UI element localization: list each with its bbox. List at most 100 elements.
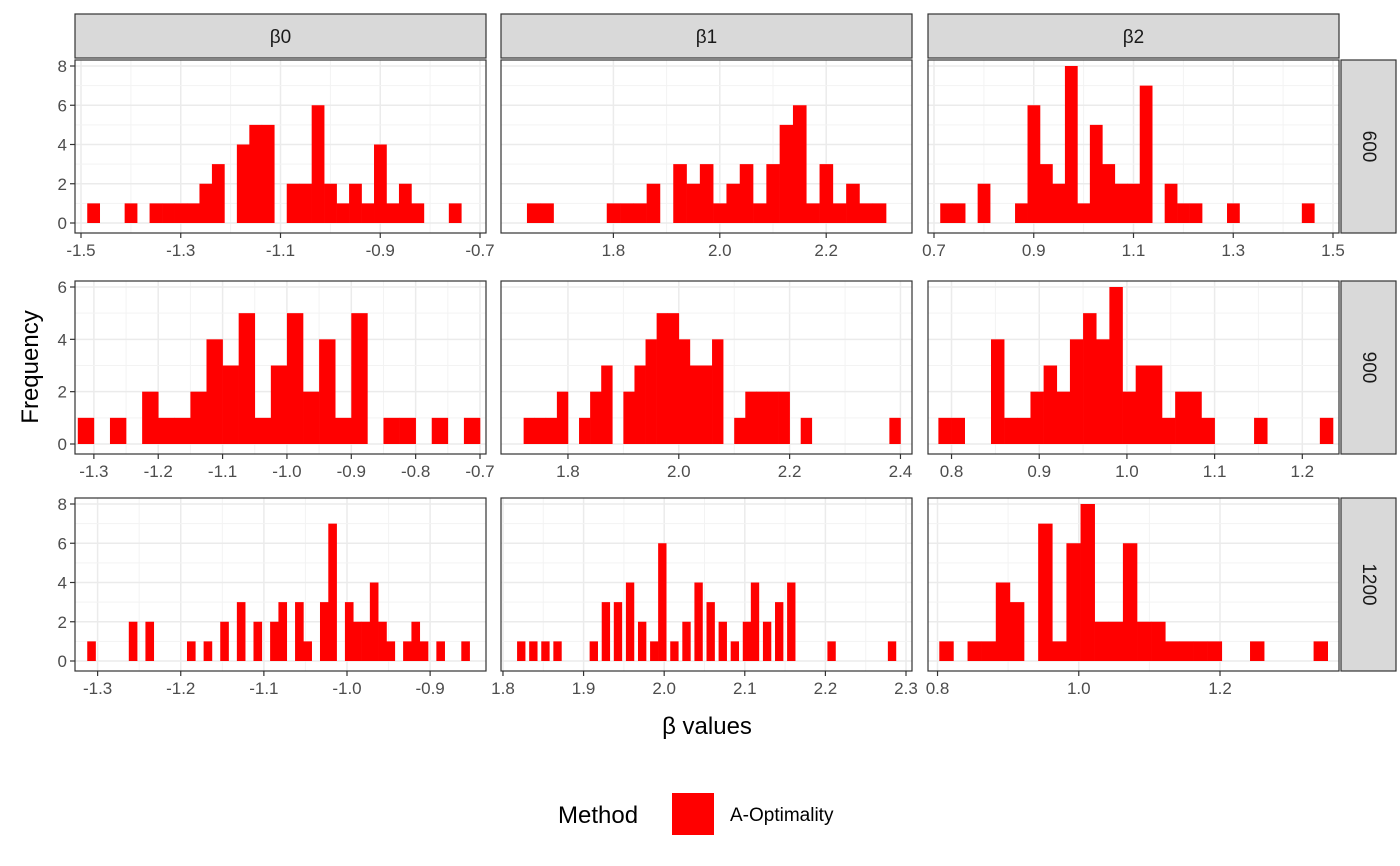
histogram-bar — [211, 164, 225, 223]
histogram-bar — [673, 164, 687, 223]
histogram-bar — [206, 339, 223, 444]
histogram-bar — [353, 621, 362, 661]
histogram-bar — [1052, 183, 1066, 223]
histogram-bar — [1030, 391, 1044, 444]
histogram-bar — [633, 203, 647, 223]
x-tick-label: 2.0 — [652, 679, 676, 698]
x-tick-label: 2.0 — [667, 462, 691, 481]
histogram-bar — [1015, 203, 1028, 223]
histogram-bar — [344, 602, 354, 661]
y-tick-label: 6 — [58, 96, 67, 115]
histogram-bar — [694, 582, 703, 661]
histogram-bar — [222, 365, 239, 444]
facet-panel: -1.5 -1.3 -1.1 -0.9 -0.7 0 2 4 6 8 — [58, 57, 495, 260]
histogram-bar — [1189, 203, 1203, 223]
histogram-bar — [819, 164, 834, 223]
histogram-bar — [1151, 621, 1166, 661]
x-tick-label: 2.4 — [889, 462, 913, 481]
y-tick-label: 4 — [58, 574, 67, 593]
histogram-bar — [190, 391, 207, 444]
histogram-bar — [556, 391, 569, 444]
histogram-bar — [792, 105, 807, 223]
facet-panel: 1.8 2.0 2.2 2.4 — [500, 280, 913, 481]
histogram-bar — [1080, 504, 1095, 661]
row-strip — [1340, 59, 1397, 234]
histogram-bar — [645, 339, 657, 444]
x-tick-label: 1.9 — [572, 679, 596, 698]
histogram-bar — [742, 621, 752, 661]
histogram-bar — [361, 203, 375, 223]
x-tick-label: 1.8 — [602, 241, 626, 260]
histogram-bar — [1165, 641, 1180, 661]
x-tick-label: -0.9 — [415, 679, 444, 698]
histogram-bar — [399, 417, 416, 444]
y-tick-label: 4 — [58, 330, 67, 349]
y-tick-label: 8 — [58, 495, 67, 514]
histogram-bar — [534, 417, 547, 444]
histogram-bar — [787, 582, 796, 661]
histogram-bar — [158, 417, 175, 444]
histogram-bar — [529, 641, 538, 661]
histogram-bar — [411, 203, 425, 223]
histogram-bar — [859, 203, 874, 223]
histogram-bar — [523, 417, 536, 444]
histogram-bar — [601, 365, 613, 444]
histogram-bar — [1094, 621, 1110, 661]
x-tick-label: -1.3 — [83, 679, 112, 698]
x-tick-label: 0.7 — [922, 241, 946, 260]
panel-border — [927, 497, 1340, 672]
histogram-bar — [369, 582, 379, 661]
x-tick-label: -1.3 — [166, 241, 195, 260]
x-tick-label: 1.1 — [1203, 462, 1227, 481]
x-tick-label: 0.9 — [1027, 462, 1051, 481]
histogram-bar — [1083, 313, 1097, 444]
histogram-bar — [967, 641, 982, 661]
histogram-bar — [270, 365, 288, 444]
histogram-bar — [658, 543, 667, 661]
histogram-bar — [637, 621, 647, 661]
y-tick-label: 6 — [58, 278, 67, 297]
histogram-bar — [517, 641, 526, 661]
facet-panel: 0.7 0.9 1.1 1.3 1.5 — [922, 59, 1345, 260]
x-tick-label: -1.5 — [66, 241, 95, 260]
histogram-bar — [1177, 203, 1190, 223]
x-tick-label: 1.8 — [491, 679, 515, 698]
histogram-bar — [756, 391, 768, 444]
histogram-bar — [1064, 66, 1078, 223]
histogram-bar — [1250, 641, 1265, 661]
histogram-bar — [238, 313, 256, 444]
histogram-bar — [1227, 203, 1240, 223]
histogram-bar — [1188, 391, 1202, 444]
x-tick-label: -0.9 — [366, 241, 395, 260]
histogram-bar — [977, 183, 991, 223]
histogram-bar — [1017, 417, 1031, 444]
histogram-bar — [319, 602, 329, 661]
row-strip-label: 1200 — [1358, 563, 1379, 605]
x-tick-label: 0.8 — [926, 679, 950, 698]
x-tick-label: -1.2 — [166, 679, 195, 698]
histogram-bar — [739, 164, 754, 223]
histogram-bar — [1179, 641, 1194, 661]
x-tick-label: -0.8 — [401, 462, 430, 481]
row-strip-label: 600 — [1358, 131, 1379, 163]
histogram-bar — [174, 203, 188, 223]
histogram-bar — [220, 621, 229, 661]
x-tick-label: -1.1 — [249, 679, 278, 698]
histogram-bar — [553, 641, 562, 661]
histogram-bar — [1109, 287, 1123, 444]
histogram-bar — [270, 621, 279, 661]
histogram-bar — [463, 417, 481, 444]
x-tick-label: 2.1 — [733, 679, 757, 698]
histogram-bar — [952, 203, 966, 223]
histogram-bar — [1193, 641, 1208, 661]
x-tick-label: -0.9 — [337, 462, 366, 481]
histogram-bar — [335, 417, 352, 444]
facet-panel: 1.8 2.0 2.2 — [500, 59, 913, 260]
histogram-bar — [981, 641, 997, 661]
col-strip — [500, 13, 913, 59]
panel-border — [927, 280, 1340, 455]
legend-label: A-Optimality — [730, 805, 834, 826]
histogram-bar — [1108, 621, 1124, 661]
histogram-bar — [526, 203, 541, 223]
y-axis-title: Frequency — [17, 310, 44, 423]
